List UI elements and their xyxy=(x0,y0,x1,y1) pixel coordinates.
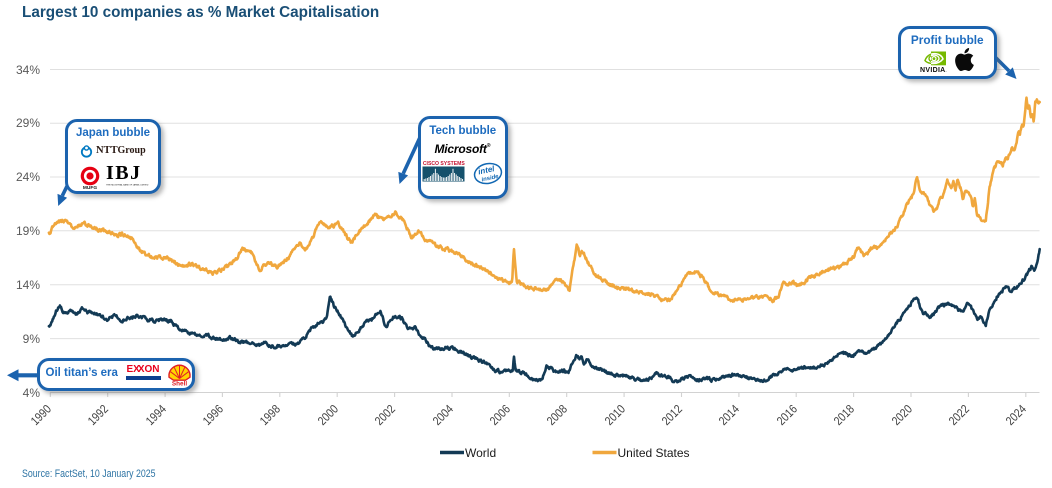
svg-text:CISCO SYSTEMS: CISCO SYSTEMS xyxy=(423,161,465,167)
svg-text:intel: intel xyxy=(477,164,496,176)
svg-text:Shell: Shell xyxy=(171,381,186,386)
svg-text:inside: inside xyxy=(481,173,500,183)
